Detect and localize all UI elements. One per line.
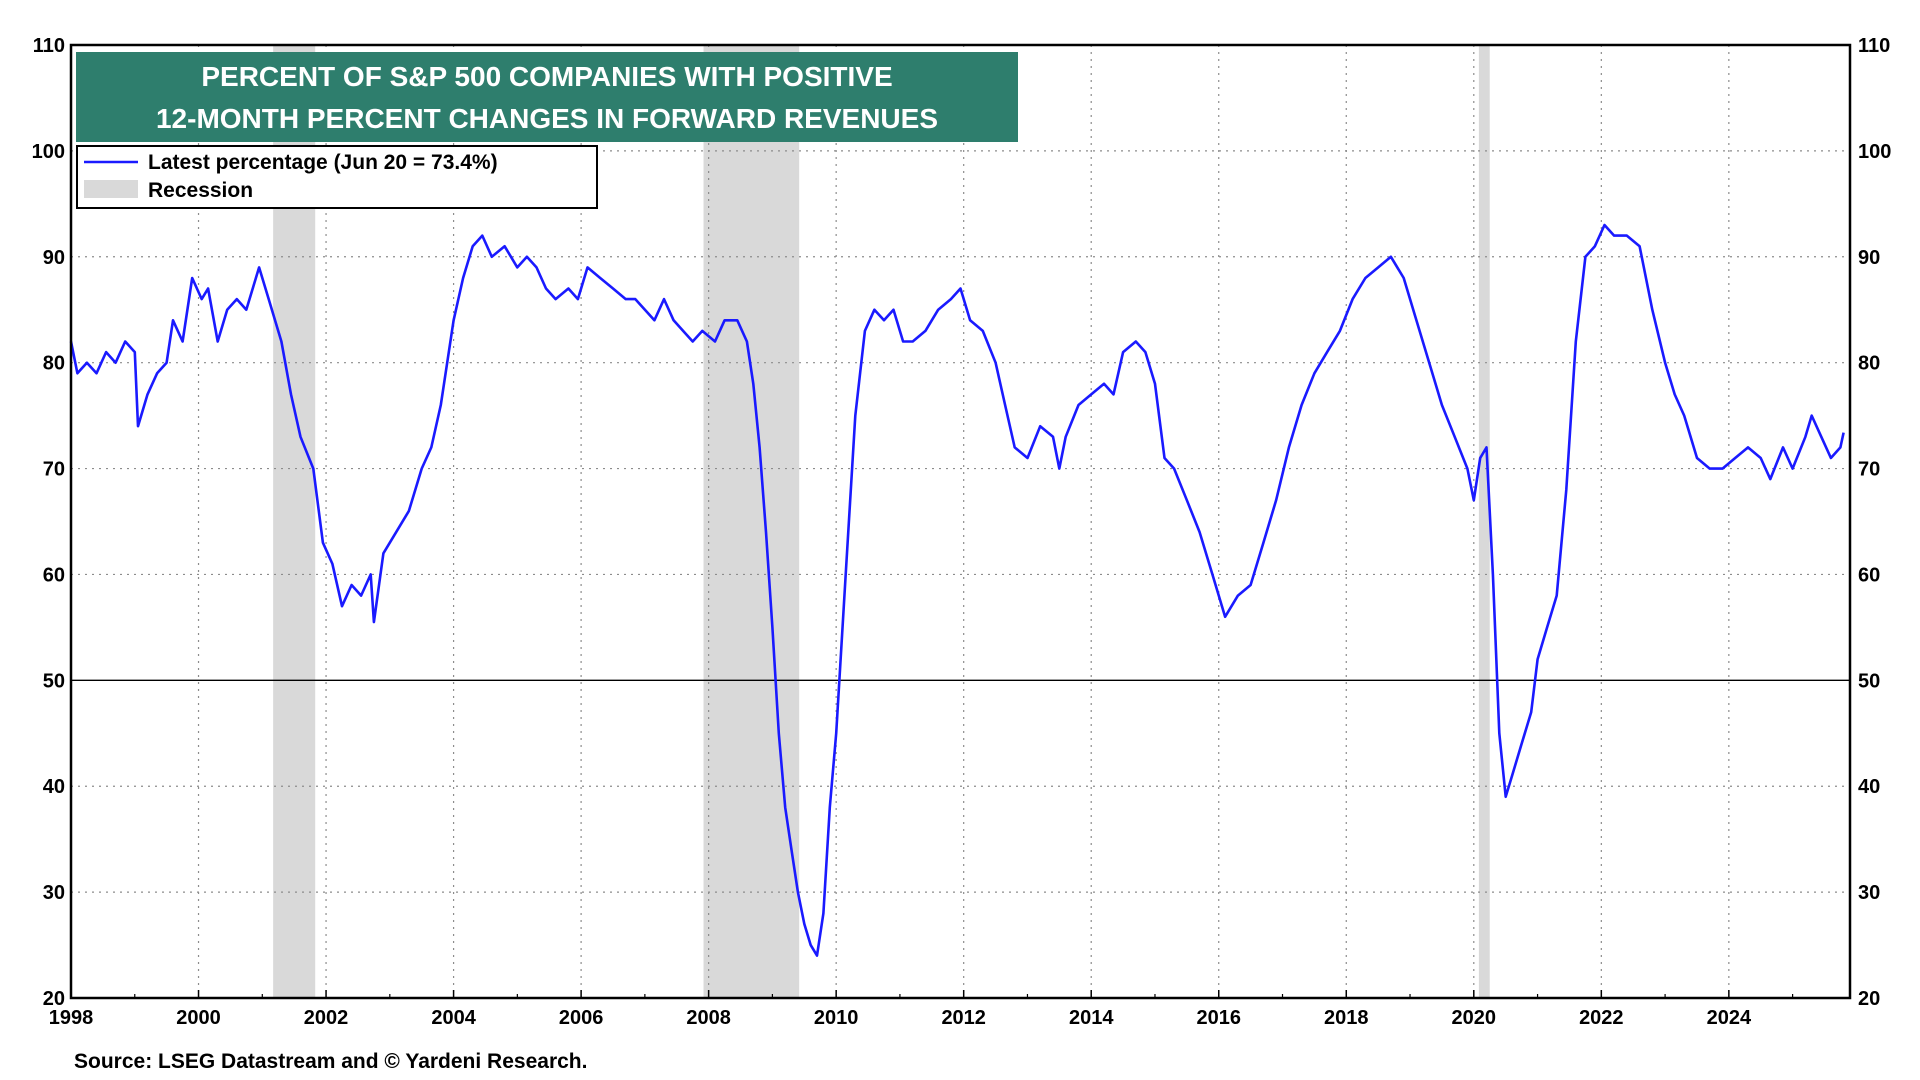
series-group bbox=[69, 223, 1845, 957]
x-tick-label-2022: 2022 bbox=[1579, 1007, 1624, 1029]
x-tick-label-2000: 2000 bbox=[176, 1007, 221, 1029]
y-tick-label-left-100: 100 bbox=[32, 141, 65, 163]
legend: Latest percentage (Jun 20 = 73.4%) Reces… bbox=[76, 145, 598, 209]
legend-swatch-recession bbox=[84, 180, 138, 198]
y-axis-right-labels: 20 30 40 50 60 70 80 90 100 110 bbox=[1858, 35, 1891, 1010]
x-tick-label-2012: 2012 bbox=[941, 1007, 986, 1029]
x-tick-label-2004: 2004 bbox=[431, 1007, 476, 1029]
y-tick-label-left-90: 90 bbox=[43, 247, 65, 269]
chart-title-line-1: PERCENT OF S&P 500 COMPANIES WITH POSITI… bbox=[201, 61, 892, 92]
legend-box bbox=[76, 145, 598, 209]
x-tick-label-2008: 2008 bbox=[686, 1007, 731, 1029]
x-tick-label-2006: 2006 bbox=[559, 1007, 604, 1029]
series-line-1 bbox=[69, 223, 1845, 957]
x-tick-label-2010: 2010 bbox=[814, 1007, 859, 1029]
x-tick-label-2018: 2018 bbox=[1324, 1007, 1369, 1029]
y-tick-label-right-60: 60 bbox=[1858, 564, 1880, 586]
y-tick-label-right-30: 30 bbox=[1858, 882, 1880, 904]
x-tick-label-2020: 2020 bbox=[1452, 1007, 1497, 1029]
title-background bbox=[76, 52, 1018, 142]
y-tick-label-left-80: 80 bbox=[43, 353, 65, 375]
recession-band-3 bbox=[1478, 45, 1490, 998]
y-tick-label-right-70: 70 bbox=[1858, 459, 1880, 481]
y-tick-label-left-70: 70 bbox=[43, 459, 65, 481]
chart-title-line-2: 12-MONTH PERCENT CHANGES IN FORWARD REVE… bbox=[156, 103, 938, 134]
x-tick-label-2002: 2002 bbox=[304, 1007, 349, 1029]
y-tick-label-right-110: 110 bbox=[1858, 35, 1890, 57]
y-tick-label-left-50: 50 bbox=[43, 670, 65, 692]
x-axis-labels: 1998 2000 2002 2004 2006 2008 2010 2012 2014 2016… bbox=[49, 1007, 1752, 1029]
y-tick-label-right-20: 20 bbox=[1858, 988, 1880, 1010]
y-tick-label-right-40: 40 bbox=[1858, 776, 1880, 798]
y-tick-label-right-80: 80 bbox=[1858, 353, 1880, 375]
y-tick-label-left-60: 60 bbox=[43, 564, 65, 586]
axis-ticks bbox=[70, 990, 1794, 998]
title-box: PERCENT OF S&P 500 COMPANIES WITH POSITI… bbox=[76, 52, 1018, 142]
x-tick-label-2016: 2016 bbox=[1196, 1007, 1241, 1029]
source-note: Source: LSEG Datastream and © Yardeni Re… bbox=[74, 1050, 587, 1073]
x-tick-label-1998: 1998 bbox=[49, 1007, 94, 1029]
y-tick-label-right-50: 50 bbox=[1858, 670, 1880, 692]
y-axis-left-labels: 20 30 40 50 60 70 80 90 100 110 bbox=[32, 35, 65, 1010]
x-tick-label-2014: 2014 bbox=[1069, 1007, 1114, 1029]
plot-frame bbox=[69, 43, 1852, 1000]
y-tick-label-left-110: 110 bbox=[33, 35, 65, 57]
grid-lines bbox=[71, 45, 1850, 998]
legend-label-series: Latest percentage (Jun 20 = 73.4%) bbox=[148, 151, 498, 174]
legend-label-recession: Recession bbox=[148, 179, 253, 202]
y-tick-label-right-100: 100 bbox=[1858, 141, 1891, 163]
recession-band-2 bbox=[703, 45, 800, 998]
y-tick-label-left-40: 40 bbox=[43, 776, 65, 798]
x-tick-label-2024: 2024 bbox=[1707, 1007, 1752, 1029]
y-tick-label-right-90: 90 bbox=[1858, 247, 1880, 269]
y-tick-label-left-20: 20 bbox=[43, 988, 65, 1010]
y-tick-label-left-30: 30 bbox=[43, 882, 65, 904]
